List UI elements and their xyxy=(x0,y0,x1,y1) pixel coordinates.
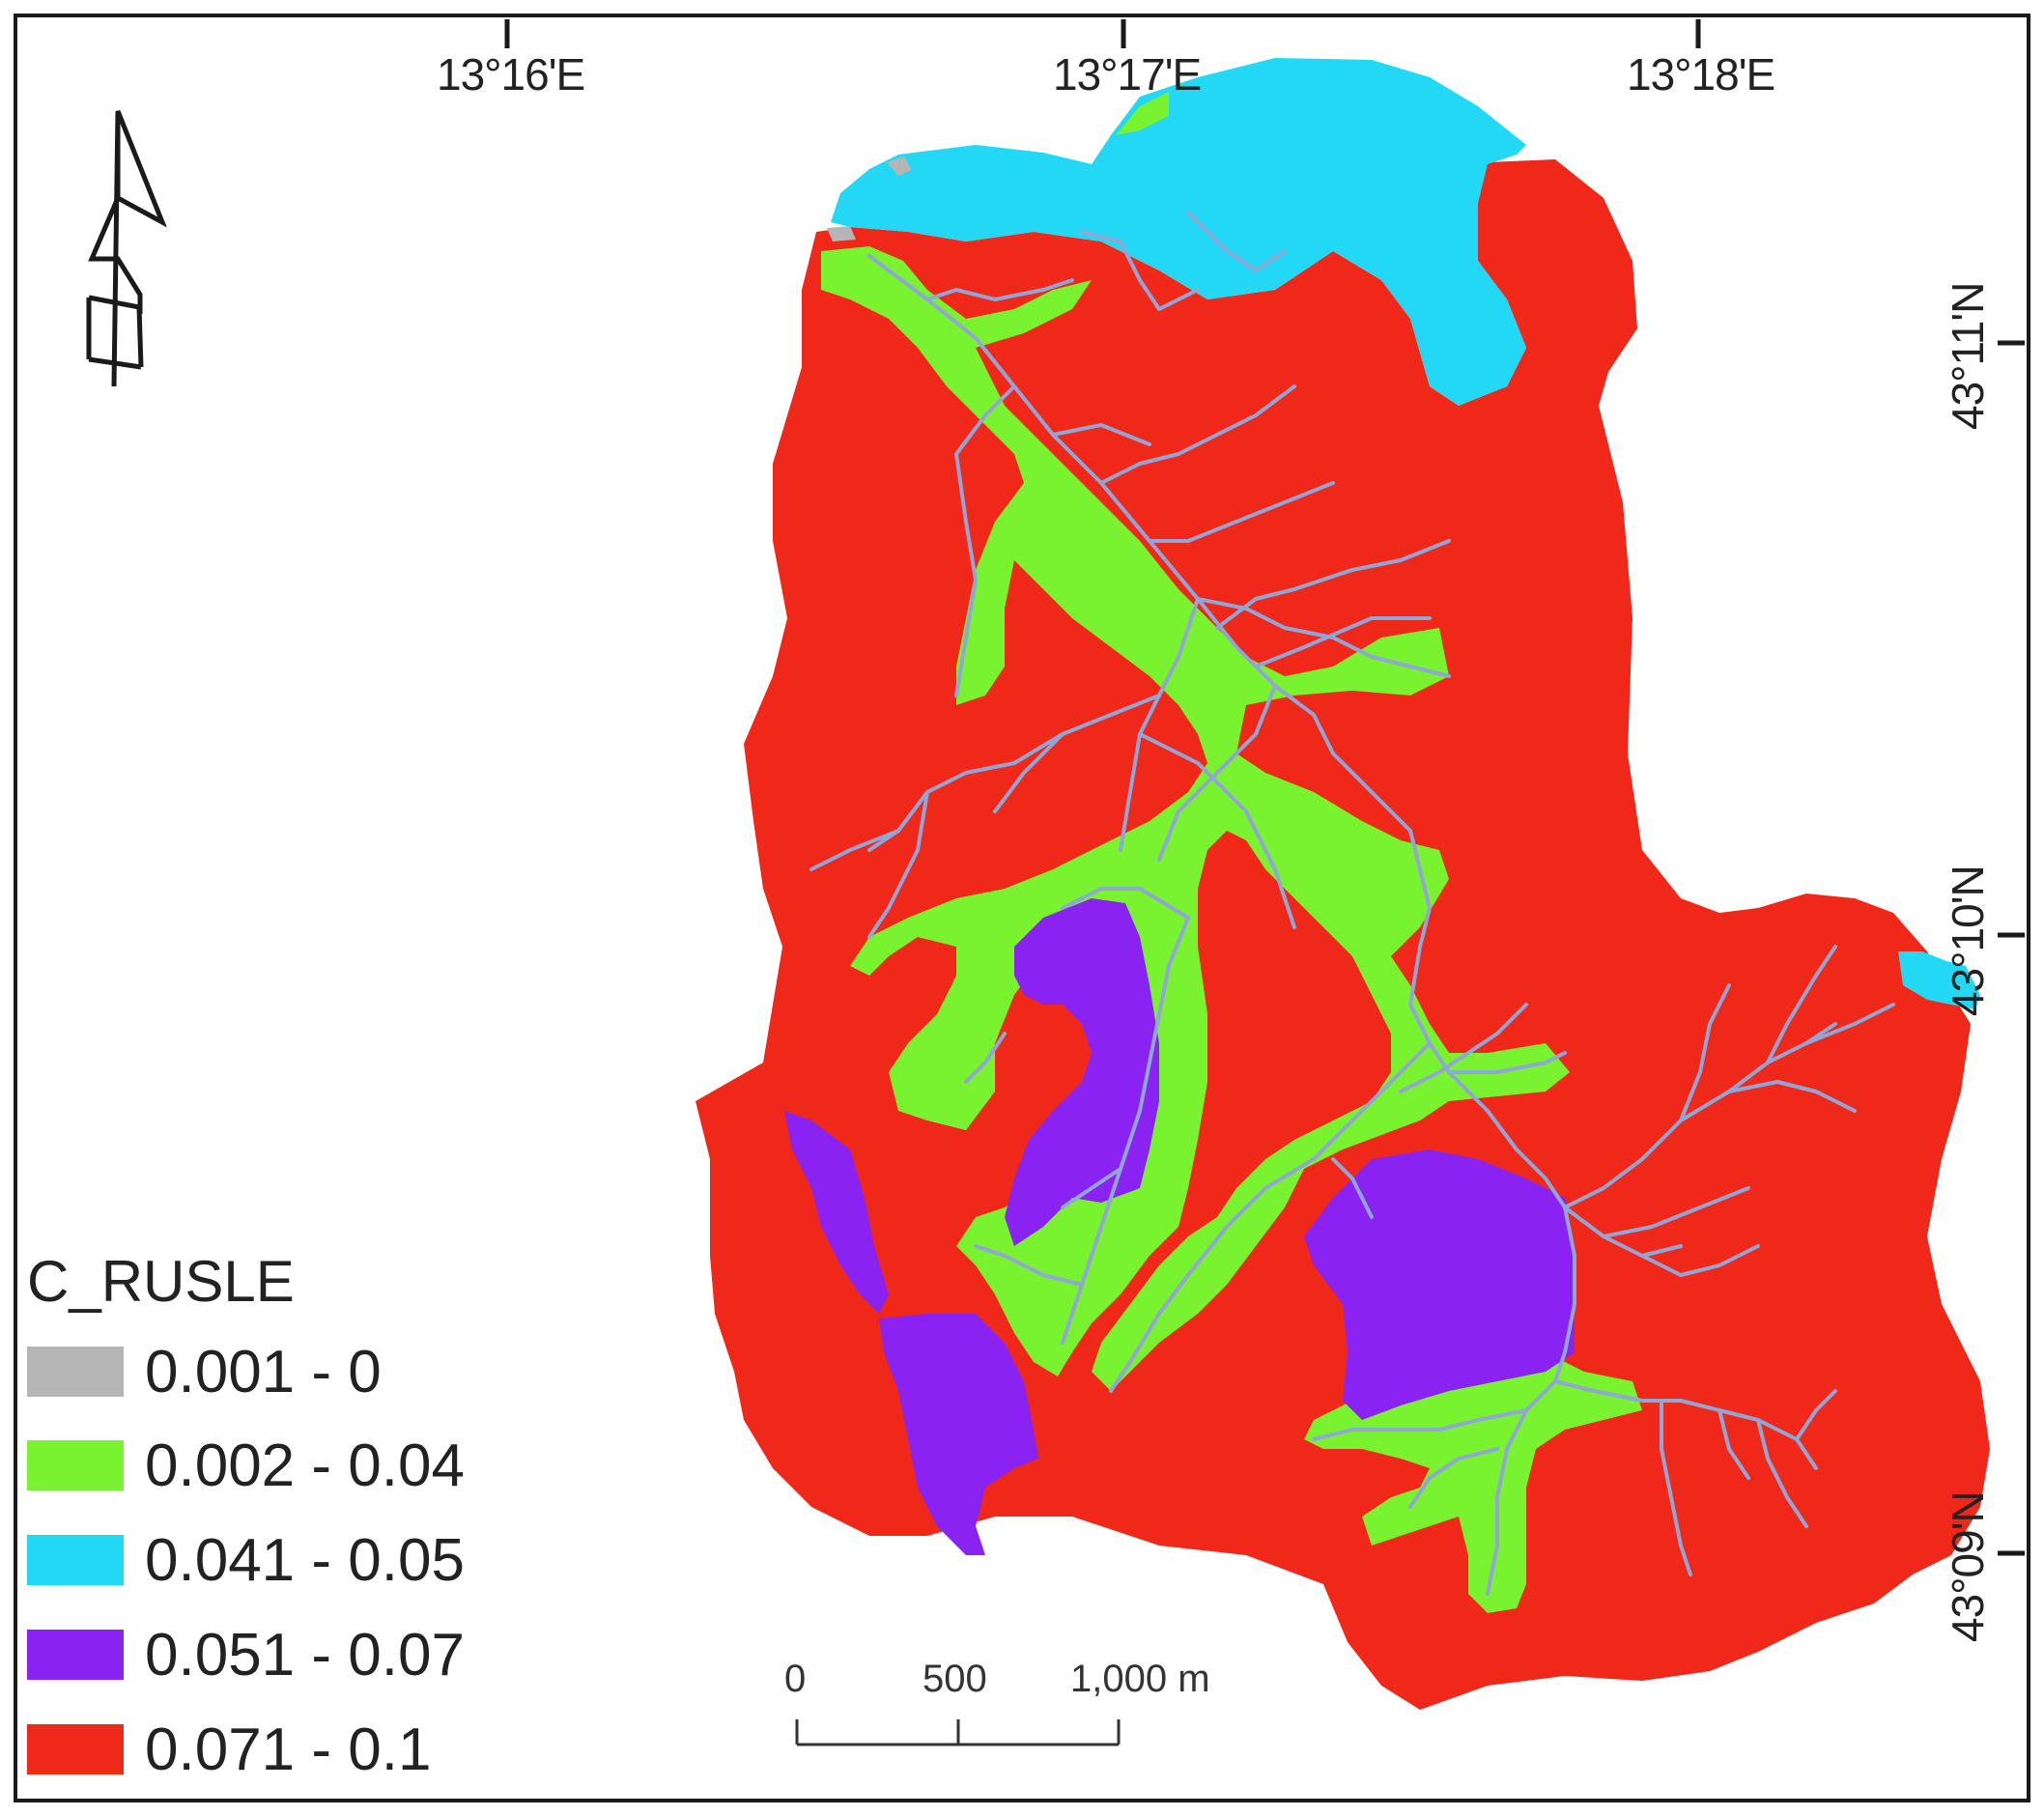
legend-label-3: 0.041 - 0.05 xyxy=(145,1526,465,1594)
legend-item-5: 0.071 - 0.1 xyxy=(27,1716,431,1783)
class-area-0002-004-south xyxy=(1304,1352,1642,1613)
stream-network xyxy=(809,211,1895,1596)
legend-title: C_RUSLE xyxy=(27,1249,295,1314)
legend-label-2: 0.002 - 0.04 xyxy=(145,1432,465,1499)
class-area-0051-007-center xyxy=(1005,898,1159,1246)
lon-label-3: 13°18'E xyxy=(1627,49,1775,99)
class-area-0001-0 xyxy=(887,156,912,176)
class-area-0051-007-sw xyxy=(879,1314,1038,1555)
scale-label-0: 0 xyxy=(784,1658,807,1700)
lat-label-1: 43°11'N xyxy=(1943,282,1993,430)
legend-swatch-1 xyxy=(27,1347,124,1397)
legend-item-1: 0.001 - 0 xyxy=(27,1338,382,1405)
legend-swatch-5 xyxy=(27,1724,124,1774)
class-area-0041-005 xyxy=(831,58,1526,406)
legend-swatch-3 xyxy=(27,1535,124,1585)
legend-swatch-2 xyxy=(27,1440,124,1490)
lon-label-2: 13°17'E xyxy=(1053,49,1202,99)
legend-label-5: 0.071 - 0.1 xyxy=(145,1716,432,1783)
north-arrow-icon xyxy=(86,110,167,387)
class-area-0001-0-b xyxy=(827,226,856,241)
scale-label-500: 500 xyxy=(923,1658,987,1700)
legend-swatch-4 xyxy=(27,1630,124,1680)
lat-label-3: 43°09'N xyxy=(1943,1491,1993,1642)
lat-label-2: 43°10'N xyxy=(1943,865,1993,1016)
graticule-ticks xyxy=(504,19,2025,1556)
legend-label-4: 0.051 - 0.07 xyxy=(145,1621,465,1688)
scale-label-1000: 1,000 m xyxy=(1070,1658,1210,1700)
legend-item-4: 0.051 - 0.07 xyxy=(27,1621,465,1688)
legend-item-2: 0.002 - 0.04 xyxy=(27,1432,465,1499)
legend-item-3: 0.041 - 0.05 xyxy=(27,1526,465,1594)
scale-bar xyxy=(795,1719,1121,1746)
class-area-0041-005-east xyxy=(1898,951,1980,1009)
class-area-0051-007-west xyxy=(784,1111,889,1314)
legend-label-1: 0.001 - 0 xyxy=(145,1338,382,1405)
class-area-0002-004-top xyxy=(1116,92,1169,135)
lon-label-1: 13°16'E xyxy=(437,49,585,99)
class-area-0002-004 xyxy=(821,246,1570,1391)
